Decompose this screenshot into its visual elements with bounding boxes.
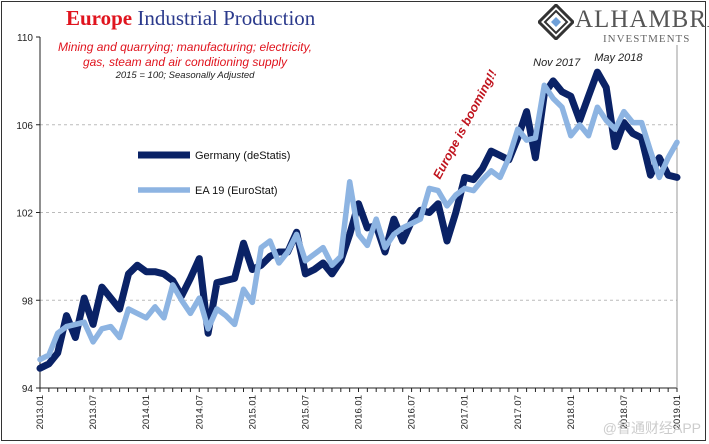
title-europe: Europe (66, 6, 133, 30)
x-tick-label: 2016.01 (354, 395, 365, 429)
y-tick-label: 110 (17, 33, 33, 44)
legend-label: EA 19 (EuroStat) (195, 185, 278, 197)
x-tick-label: 2013.07 (88, 395, 99, 429)
x-tick-label: 2016.07 (407, 395, 418, 429)
y-tick-label: 102 (16, 209, 33, 220)
y-tick-label: 106 (16, 121, 33, 132)
x-tick-label: 2015.07 (300, 395, 311, 429)
x-tick-label: 2014.07 (194, 395, 205, 429)
y-tick-label: 98 (22, 296, 34, 307)
annotation-europe-booming: Europe is booming!! (430, 68, 499, 182)
series-line-ea19 (37, 82, 680, 363)
x-tick-label: 2019.01 (672, 395, 683, 429)
chart-title: Europe Industrial Production (66, 6, 315, 31)
annotation-nov-2017: Nov 2017 (533, 57, 581, 69)
x-tick-label: 2017.01 (460, 395, 471, 429)
subtitle-line1: Mining and quarrying; manufacturing; ele… (58, 40, 312, 54)
title-industrial-production: Industrial Production (137, 6, 316, 30)
y-tick-label: 94 (22, 384, 34, 395)
x-tick-label: 2018.01 (566, 395, 577, 429)
logo-sub: INVESTMENTS (603, 33, 691, 45)
series-line-germany (36, 68, 681, 372)
watermark: @智通财经APP (602, 420, 701, 436)
x-tick-label: 2015.01 (247, 395, 258, 429)
diamond-lattice-icon (538, 4, 574, 40)
subtitle-line2: gas, steam and air conditioning supply (82, 55, 288, 69)
x-tick-label: 2017.07 (513, 395, 524, 429)
logo-name: ALHAMBRA (575, 6, 709, 33)
legend-label: Germany (deStatis) (195, 150, 290, 162)
annotation-may-2018: May 2018 (594, 52, 643, 64)
x-tick-label: 2013.01 (35, 395, 46, 429)
chart-note: 2015 = 100; Seasonally Adjusted (115, 70, 255, 81)
x-tick-label: 2014.01 (141, 395, 152, 429)
x-tick-label: 2018.07 (619, 395, 630, 429)
